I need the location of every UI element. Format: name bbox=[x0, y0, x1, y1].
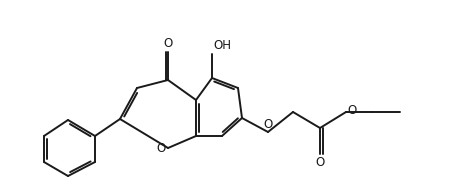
Text: O: O bbox=[157, 141, 166, 155]
Text: O: O bbox=[164, 37, 173, 50]
Text: O: O bbox=[316, 156, 325, 169]
Text: OH: OH bbox=[213, 39, 231, 52]
Text: O: O bbox=[347, 104, 356, 118]
Text: O: O bbox=[263, 118, 273, 131]
